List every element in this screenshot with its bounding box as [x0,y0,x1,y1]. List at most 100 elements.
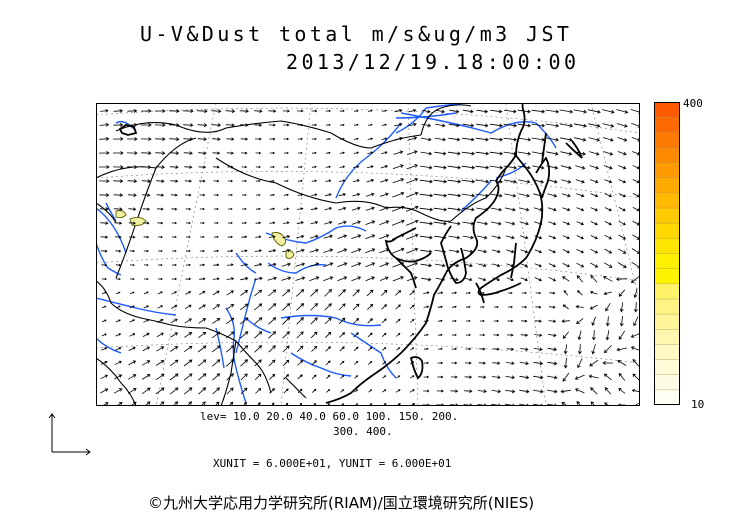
wind-arrow [531,151,545,156]
wind-arrow [560,151,573,156]
wind-arrow [254,137,262,141]
wind-arrow [503,109,517,114]
wind-arrow [269,137,276,141]
wind-arrow [254,109,263,113]
wind-arrow [338,289,346,297]
wind-arrow [437,361,444,365]
wind-arrow [114,221,123,225]
wind-arrow [185,207,192,211]
colorbar-cell [654,329,680,345]
wind-arrow [199,179,206,183]
wind-arrow [395,304,401,310]
wind-arrow [283,221,290,225]
wind-arrow [311,179,318,182]
wind-arrow [465,305,471,309]
wind-arrow [546,179,558,184]
wind-arrow [547,347,558,352]
wind-arrow [309,234,319,239]
wind-arrow [505,389,516,394]
wind-arrow [340,389,345,393]
wind-arrow [142,346,150,352]
wind-arrow [517,109,531,114]
wind-arrow [141,387,151,395]
wind-arrow [211,331,221,339]
wind-arrow [379,276,389,281]
wind-arrow [255,165,261,169]
wind-arrow [434,151,447,156]
wind-arrow [409,389,415,393]
wind-arrow [423,333,429,336]
wind-arrow [100,235,109,239]
colorbar-cell [654,223,680,239]
wind-arrow [602,361,613,365]
wind-arrow [618,289,626,297]
wind-arrow [129,277,135,281]
wind-arrow [365,262,376,268]
wind-arrow [381,304,388,310]
wind-arrow [241,249,248,253]
wind-arrow [604,234,612,240]
wind-arrow [99,193,110,198]
wind-arrow [185,277,192,281]
wind-arrow [489,123,503,128]
wind-arrow [337,276,348,282]
colorbar-cell [654,177,680,194]
wind-arrow [391,219,405,226]
wind-arrow [198,290,206,296]
wind-arrow [200,235,205,239]
wind-arrow [240,303,249,311]
wind-arrow [409,319,415,323]
wind-arrow [157,277,163,281]
wind-arrow [282,109,290,113]
wind-arrow [296,303,305,311]
wind-arrow [436,389,444,393]
wind-arrow [534,249,542,254]
wind-arrow [435,109,446,114]
wind-arrow [156,346,165,352]
wind-arrow [283,165,289,169]
wind-arrow [351,262,362,268]
wind-arrow [283,123,290,127]
wind-arrow [475,193,489,198]
wind-arrow [548,249,556,254]
wind-arrow [339,179,346,183]
wind-arrow [365,234,376,240]
wind-arrow [142,193,151,197]
wind-arrow [240,345,249,353]
colorbar-cell [654,208,680,224]
unit-vector-axes [48,413,91,456]
wind-arrow [325,109,332,113]
wind-arrow [576,235,584,240]
wind-arrow [182,109,194,114]
wind-arrow [310,220,319,225]
wind-arrow [448,249,460,254]
wind-arrow [241,179,247,183]
wind-arrow [226,137,235,141]
wind-arrow [520,277,529,282]
wind-arrow [433,165,447,170]
wind-arrow [127,374,137,380]
wind-arrow [311,345,318,352]
wind-arrow [493,333,500,337]
wind-arrow [559,137,573,142]
wind-arrow [227,165,234,169]
wind-arrow [353,165,360,169]
wind-arrow [633,288,638,299]
wind-arrow [339,332,346,338]
wind-arrow [546,165,559,170]
wind-arrow [114,235,122,239]
wind-arrow [562,372,570,382]
wind-arrow [548,235,557,240]
wind-arrow [366,289,374,297]
wind-arrow [475,165,490,170]
wind-arrow [478,361,486,365]
wind-arrow [534,319,542,323]
wind-arrow [142,332,150,337]
wind-arrow [531,109,546,114]
wind-arrow [197,137,208,142]
wind-arrow [533,375,544,380]
colorbar [654,102,680,405]
wind-arrow [534,235,543,240]
wind-arrow [255,151,262,155]
wind-arrow [200,221,205,225]
